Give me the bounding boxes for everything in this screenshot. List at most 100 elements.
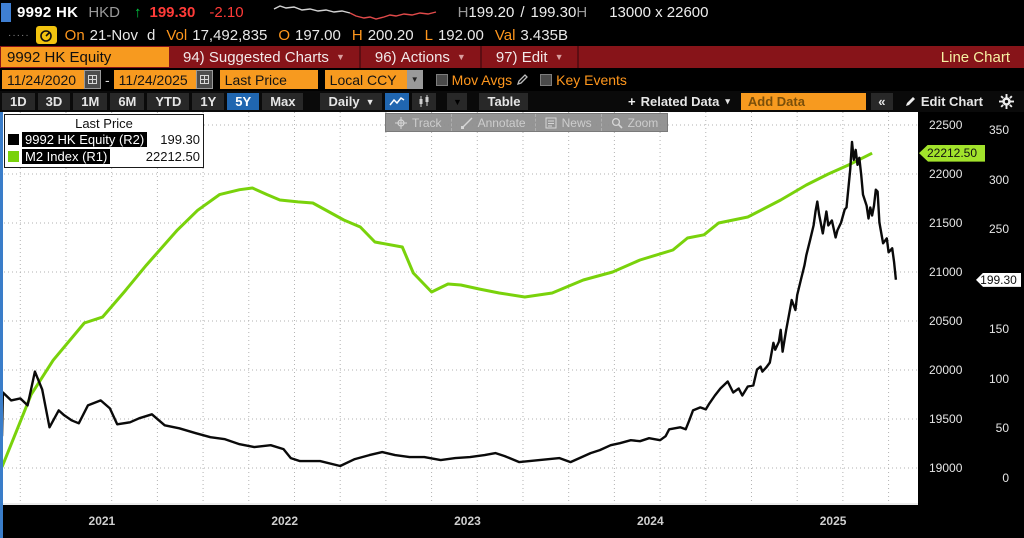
annotate-label: Annotate: [477, 115, 526, 130]
pencil-icon[interactable]: [516, 73, 529, 86]
r2-tick-label: 100: [988, 371, 1009, 386]
r1-tick-label: 19500: [929, 412, 963, 426]
bid-price: 199.20: [468, 3, 515, 21]
security-field[interactable]: 9992 HK Equity: [1, 47, 169, 67]
mov-avgs-label: Mov Avgs: [451, 71, 513, 88]
up-arrow-icon: ↑: [133, 3, 142, 21]
gauge-icon[interactable]: [35, 26, 57, 44]
chevron-down-icon: ▼: [335, 52, 345, 62]
annotate-tool[interactable]: Annotate: [452, 114, 536, 131]
r2-tick-label: 350: [988, 123, 1009, 137]
val-label: Val: [494, 26, 516, 44]
menu-suggested-charts[interactable]: 94) Suggested Charts ▼: [169, 46, 361, 68]
bottom-axis[interactable]: 2021 2022 2023 2024 2025: [0, 503, 1024, 538]
magnifier-icon: [611, 117, 623, 129]
intraday-sparkline-icon: [273, 5, 436, 20]
equity-last-value-text: 199.30: [976, 272, 1021, 287]
tab-ytd[interactable]: YTD: [147, 93, 190, 110]
open-label: O: [278, 26, 290, 44]
r2-tick-label: 50: [995, 421, 1009, 436]
session-stats-row: ····· On 21-Nov d Vol 17,492,835 O 197.0…: [0, 24, 1024, 46]
candle-chart-type-button[interactable]: [412, 93, 437, 110]
settings-gear-button[interactable]: [994, 93, 1018, 110]
security-field-text: 9992 HK Equity: [7, 48, 112, 66]
session-flag: d: [147, 26, 156, 44]
plus-icon: +: [628, 94, 636, 109]
tab-6m[interactable]: 6M: [110, 93, 145, 110]
year-tick-label: 2022: [271, 514, 299, 528]
currency-dropdown-button[interactable]: ▼: [406, 70, 423, 89]
annotate-icon: [460, 117, 473, 129]
table-button[interactable]: Table: [479, 93, 529, 110]
crosshair-icon: [395, 116, 407, 129]
chevron-down-icon: ▾: [725, 96, 730, 106]
tab-3d[interactable]: 3D: [37, 93, 71, 110]
high-suffix: H: [576, 3, 588, 21]
series-name: M2 Index (R1): [22, 149, 111, 164]
price-chart: [0, 112, 918, 503]
zoom-tool[interactable]: Zoom: [602, 114, 668, 131]
right-axis[interactable]: 22212.50 199.30 22500 22000 21500 21000 2050…: [918, 112, 1024, 503]
menu-edit[interactable]: 97) Edit ▼: [482, 46, 580, 68]
quote-header-row: 9992 HK HKD ↑ 199.30 -2.10 H 199.20 / 19…: [0, 0, 1024, 24]
related-data-button[interactable]: + Related Data ▾: [620, 93, 738, 110]
date-range-dash: -: [105, 71, 110, 88]
tab-max[interactable]: Max: [262, 93, 304, 110]
menu-actions[interactable]: 96) Actions ▼: [361, 46, 482, 68]
chevron-down-icon: ▼: [365, 96, 375, 107]
zoom-label: Zoom: [627, 115, 659, 130]
tab-1m[interactable]: 1M: [73, 93, 108, 110]
date-to-value: 11/24/2025: [118, 71, 188, 88]
low-value: 192.00: [437, 26, 484, 44]
currency-select[interactable]: Local CCY: [324, 70, 407, 89]
r1-tick-label: 22500: [929, 118, 963, 132]
bid-ask-size: 13000 x 22600: [609, 3, 709, 21]
period-select[interactable]: Daily ▼: [320, 93, 383, 110]
r2-tick-label: 300: [988, 172, 1009, 187]
chart-type-dropdown-button[interactable]: ▼: [447, 93, 468, 110]
r1-tick-label: 19000: [929, 461, 963, 475]
r1-tick-label: 21500: [929, 216, 963, 230]
vol-label: Vol: [166, 26, 188, 44]
series-swatch-black: [8, 134, 19, 145]
chart-panel: Last Price 9992 HK Equity (R2) 199.30 M2…: [0, 112, 1024, 538]
r1-tick-label: 21000: [929, 265, 963, 279]
volume-value: 17,492,835: [192, 26, 268, 44]
add-data-placeholder: Add Data: [747, 94, 805, 109]
r2-tick-label: 0: [1002, 470, 1009, 485]
edit-chart-button[interactable]: Edit Chart: [896, 93, 991, 110]
tab-1d[interactable]: 1D: [2, 93, 35, 110]
year-tick-label: 2023: [454, 514, 481, 528]
low-label: L: [424, 26, 433, 44]
tab-5y-active[interactable]: 5Y: [227, 93, 260, 110]
mov-avgs-checkbox[interactable]: [435, 73, 448, 86]
menu-key: 96): [374, 48, 397, 66]
tab-bar: 1D 3D 1M 6M YTD 1Y 5Y Max Daily ▼ ▼ Tabl…: [0, 91, 1024, 112]
field-select[interactable]: Last Price: [219, 70, 318, 89]
ticker-symbol: 9992 HK: [17, 3, 79, 21]
year-tick-label: 2021: [88, 514, 116, 528]
legend-row-m2[interactable]: M2 Index (R1) 22212.50: [5, 148, 203, 165]
chevron-down-icon: ▼: [453, 96, 462, 107]
calendar-from-button[interactable]: [84, 70, 101, 89]
r2-tick-label: 250: [988, 222, 1009, 237]
line-chart-type-button[interactable]: [385, 93, 410, 110]
chart-float-toolbar: Track Annotate News Zoom: [385, 113, 669, 132]
collapse-button[interactable]: «: [870, 93, 893, 110]
menu-key: 97): [495, 48, 518, 66]
date-from-input[interactable]: 11/24/2020: [2, 70, 84, 89]
key-events-checkbox[interactable]: [540, 73, 553, 86]
date-to-input[interactable]: 11/24/2025: [113, 70, 196, 89]
series-value: 199.30: [160, 132, 200, 147]
calendar-to-button[interactable]: [195, 70, 213, 89]
plot-area[interactable]: [0, 112, 918, 503]
tab-1y[interactable]: 1Y: [192, 93, 225, 110]
legend-row-equity[interactable]: 9992 HK Equity (R2) 199.30: [5, 131, 203, 148]
panel-handle-icon[interactable]: [1, 2, 11, 22]
news-tool[interactable]: News: [536, 114, 602, 131]
track-tool[interactable]: Track: [386, 114, 452, 131]
series-name: 9992 HK Equity (R2): [22, 132, 148, 147]
add-data-input[interactable]: Add Data: [740, 93, 866, 110]
r2-tick-label: 150: [988, 321, 1009, 336]
